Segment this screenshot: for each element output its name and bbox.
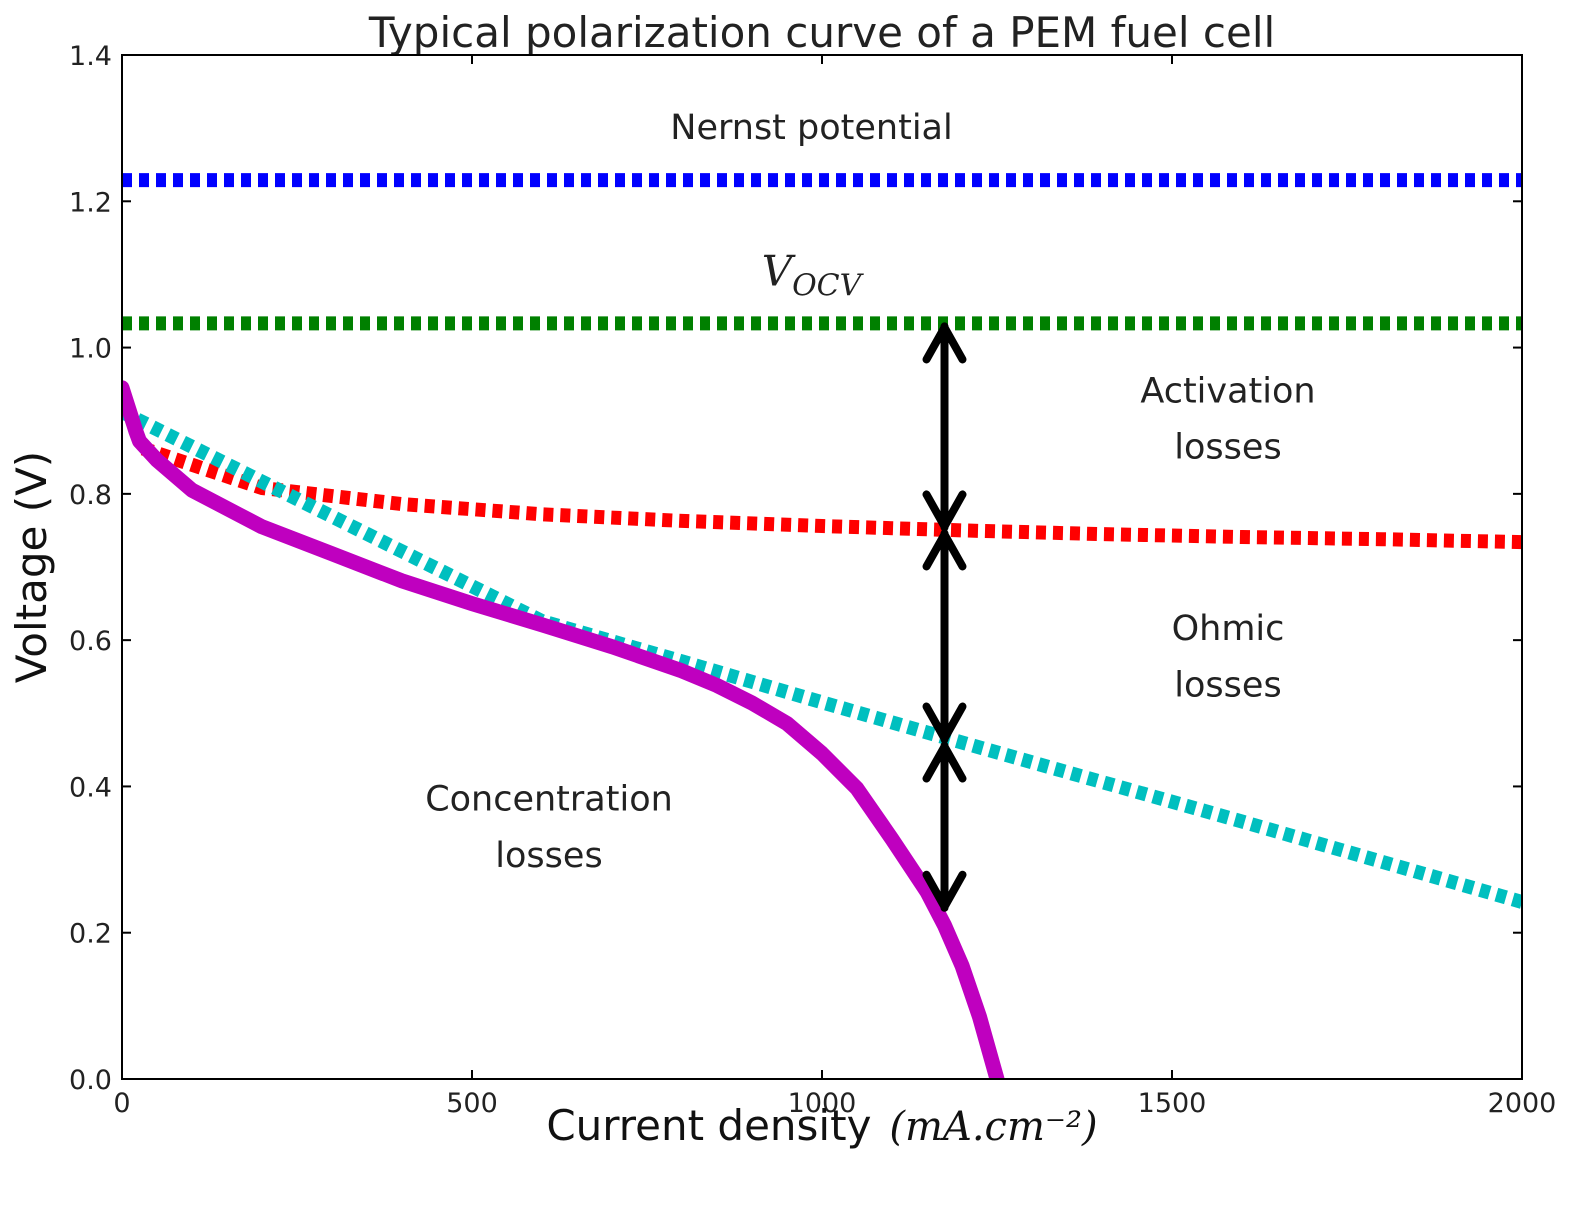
annotation-ohmic2: losses [1174,665,1281,705]
annotation-activation2: losses [1174,428,1281,468]
annotation-layer: Nernst potential VOCV Activation losses Ohmi… [425,108,1315,876]
y-tick-label: 1.4 [69,41,112,72]
series-line-2 [140,441,1522,550]
x-axis-title: Current density (mA.cm⁻²) [546,1101,1097,1150]
loss-arrow-0 [922,322,967,532]
chart-title: Typical polarization curve of a PEM fuel… [368,8,1275,57]
series-layer [122,173,1522,1079]
y-axis-label: Voltage (V) [7,451,56,683]
x-tick-label: 500 [446,1088,498,1119]
vocv-main: V [762,246,796,295]
x-axis-ticks: 0 500 1000 1500 2000 [113,55,1556,1119]
annotation-vocv: VOCV [762,246,865,303]
plot-area-frame [121,54,1523,1080]
annotation-concentration2: losses [495,836,602,876]
x-tick-label: 1500 [1138,1088,1207,1119]
y-axis-ticks: 0.0 0.2 0.4 0.6 0.8 1.0 1.2 1.4 [69,41,1522,1096]
y-tick-label: 1.2 [69,187,112,218]
y-tick-label: 0.8 [69,480,112,511]
annotation-ohmic1: Ohmic [1172,609,1285,649]
annotation-activation1: Activation [1140,371,1315,411]
y-tick-label: 1.0 [69,334,112,365]
y-tick-label: 0.6 [69,626,112,657]
loss-arrow-2 [922,741,967,912]
arrow-layer [922,322,967,912]
x-tick-label: 1000 [788,1088,857,1119]
x-tick-label: 0 [113,1088,130,1119]
x-axis-unit: (mA.cm⁻²) [889,1104,1097,1150]
y-tick-label: 0.2 [69,919,112,950]
y-tick-label: 0.0 [69,1065,112,1096]
vocv-subscript: OCV [792,268,865,303]
y-tick-label: 0.4 [69,772,112,803]
series-line-3 [122,405,1522,909]
series-line-4 [122,380,1005,1079]
x-tick-label: 2000 [1488,1088,1557,1119]
annotation-nernst: Nernst potential [670,108,952,148]
annotation-concentration1: Concentration [425,780,673,820]
x-axis-label: Current density [546,1101,871,1150]
loss-arrow-1 [922,529,967,744]
